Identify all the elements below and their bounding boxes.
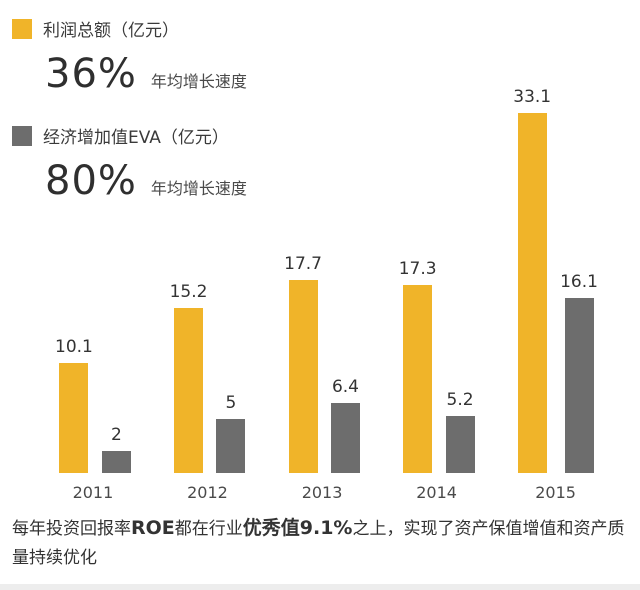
legend: 利润总额（亿元） 36% 年均增长速度 经济增加值EVA（亿元） 80% 年均增… [12,16,247,230]
year-label: 2011 [72,483,114,502]
eva-bar-wrap: 2 [101,425,131,473]
bars: 17.3 5.2 [399,259,475,473]
footer-segment: 每年投资回报率 [12,518,131,539]
profit-bar [403,285,433,473]
eva-bar [564,298,594,473]
profit-value-label: 17.3 [398,259,437,279]
eva-value-label: 16.1 [560,272,598,292]
footer-segment-benchmark: 优秀值9.1% [242,516,353,539]
profit-growth: 36% 年均增长速度 [45,51,247,97]
year-label: 2013 [301,483,343,502]
footer-segment: 之上，实现了资产保值增值和资产质量持续优化 [12,518,625,568]
bars: 10.1 2 [55,337,131,473]
profit-bar-wrap: 33.1 [513,87,551,473]
bars: 33.1 16.1 [513,87,598,473]
bottom-strip [0,584,640,590]
legend-label-eva: 经济增加值EVA（亿元） [43,128,229,148]
eva-bar [216,419,246,473]
profit-swatch [12,18,32,39]
year-label: 2015 [535,483,576,502]
profit-value-label: 15.2 [169,282,208,302]
eva-bar-wrap: 6.4 [330,377,360,473]
bar-group-2011: 10.1 2 2011 [55,337,131,502]
bar-chart: 10.1 2 2011 15.2 5 2012 17.7 6.4 2013 17.3 5.2 2014… [55,87,598,502]
bars: 15.2 5 [170,282,246,473]
footer-segment-roe: ROE [131,516,175,539]
profit-bar-wrap: 15.2 [169,282,208,473]
profit-bar [59,363,89,473]
profit-growth-caption: 年均增长速度 [150,72,247,91]
profit-growth-value: 36% [45,51,137,97]
legend-label-profit: 利润总额（亿元） [43,21,179,41]
eva-bar-wrap: 5 [216,393,246,473]
footer-segment: 都在行业 [174,518,243,539]
footer-text: 每年投资回报率ROE都在行业优秀值9.1%之上，实现了资产保值增值和资产质量持续… [12,513,626,572]
eva-value-label: 5.2 [446,390,474,410]
eva-bar [330,403,360,473]
profit-bar-wrap: 17.3 [399,259,437,473]
eva-growth-caption: 年均增长速度 [150,179,247,198]
eva-bar-wrap: 16.1 [560,272,598,473]
year-label: 2012 [187,483,228,502]
profit-bar [517,113,547,473]
bar-group-2014: 17.3 5.2 2014 [399,259,475,502]
eva-bar-wrap: 5.2 [445,390,475,473]
eva-bar [445,416,475,473]
legend-item-profit: 利润总额（亿元） [12,16,247,41]
bar-group-2012: 15.2 5 2012 [170,282,246,502]
eva-growth-value: 80% [45,158,137,204]
profit-bar-wrap: 17.7 [284,254,322,473]
profit-bar [288,280,318,473]
bar-group-2015: 33.1 16.1 2015 [513,87,598,502]
bar-group-2013: 17.7 6.4 2013 [284,254,360,502]
year-label: 2014 [416,483,457,502]
profit-bar [173,308,203,473]
profit-bar-wrap: 10.1 [55,337,93,473]
eva-swatch [12,125,32,146]
eva-value-label: 5 [225,393,237,413]
eva-value-label: 2 [110,425,122,445]
profit-value-label: 10.1 [55,337,93,357]
profit-value-label: 33.1 [513,87,552,107]
legend-item-eva: 经济增加值EVA（亿元） [12,123,247,148]
eva-bar [101,451,131,473]
bars: 17.7 6.4 [284,254,360,473]
profit-value-label: 17.7 [284,254,322,274]
eva-value-label: 6.4 [331,377,359,397]
eva-growth: 80% 年均增长速度 [45,158,247,204]
